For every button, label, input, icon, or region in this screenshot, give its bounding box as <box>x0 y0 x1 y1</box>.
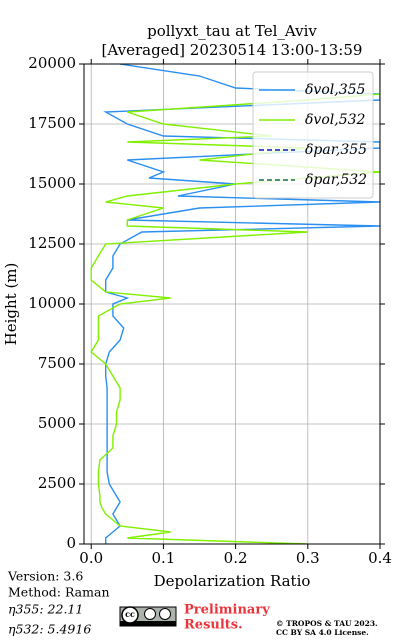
x-tick-label: 0.1 <box>151 549 175 567</box>
legend-label: δvol,532 <box>305 112 366 128</box>
axes-frame <box>83 63 381 545</box>
data-line <box>103 64 380 544</box>
y-tick-label: 12500 <box>28 234 76 252</box>
chart-subtitle: [Averaged] 20230514 13:00-13:59 <box>102 41 363 59</box>
y-tick-label: 2500 <box>38 474 76 492</box>
note: Version: 3.6 <box>7 569 83 584</box>
copyright: © TROPOS & TAU 2023. <box>276 619 378 628</box>
x-axis-label: Depolarization Ratio <box>154 572 311 590</box>
y-tick-label: 0 <box>66 534 76 552</box>
data-line <box>90 64 380 544</box>
plot-area: 0.0 0.1 0.2 0.3 0.4 0 2500 5000 7500 10000 12500 15… <box>28 54 392 567</box>
y-tick-label: 17500 <box>28 114 76 132</box>
y-axis-label: Height (m) <box>2 263 20 346</box>
note: η355: 22.11 <box>8 602 83 617</box>
x-tick-label: 0.2 <box>224 549 248 567</box>
note: Method: Raman <box>8 585 110 600</box>
legend-label: δvol,355 <box>305 82 366 98</box>
y-tick-label: 5000 <box>38 414 76 432</box>
legend-box <box>252 71 374 199</box>
y-tick-label: 10000 <box>28 294 76 312</box>
y-tick-label: 20000 <box>28 54 76 72</box>
cc-logo: cc <box>119 606 177 627</box>
chart-title: pollyxt_tau at Tel_Aviv <box>147 22 317 40</box>
x-tick-label: 0.0 <box>79 549 103 567</box>
y-tick-label: 15000 <box>28 174 76 192</box>
y-tick-label: 7500 <box>38 354 76 372</box>
copyright: CC BY SA 4.0 License. <box>276 628 369 637</box>
preliminary-label: Preliminary <box>184 603 270 618</box>
svg-text:cc: cc <box>125 609 135 619</box>
legend: δvol,355 δvol,532 δpar,355 δpar,532 <box>252 71 374 199</box>
x-tick-label: 0.3 <box>296 549 320 567</box>
legend-label: δpar,355 <box>305 142 367 158</box>
preliminary-label: Results. <box>184 618 243 633</box>
note: η532: 5.4916 <box>8 622 91 637</box>
x-tick-label: 0.4 <box>368 549 392 567</box>
legend-label: δpar,532 <box>305 172 367 188</box>
